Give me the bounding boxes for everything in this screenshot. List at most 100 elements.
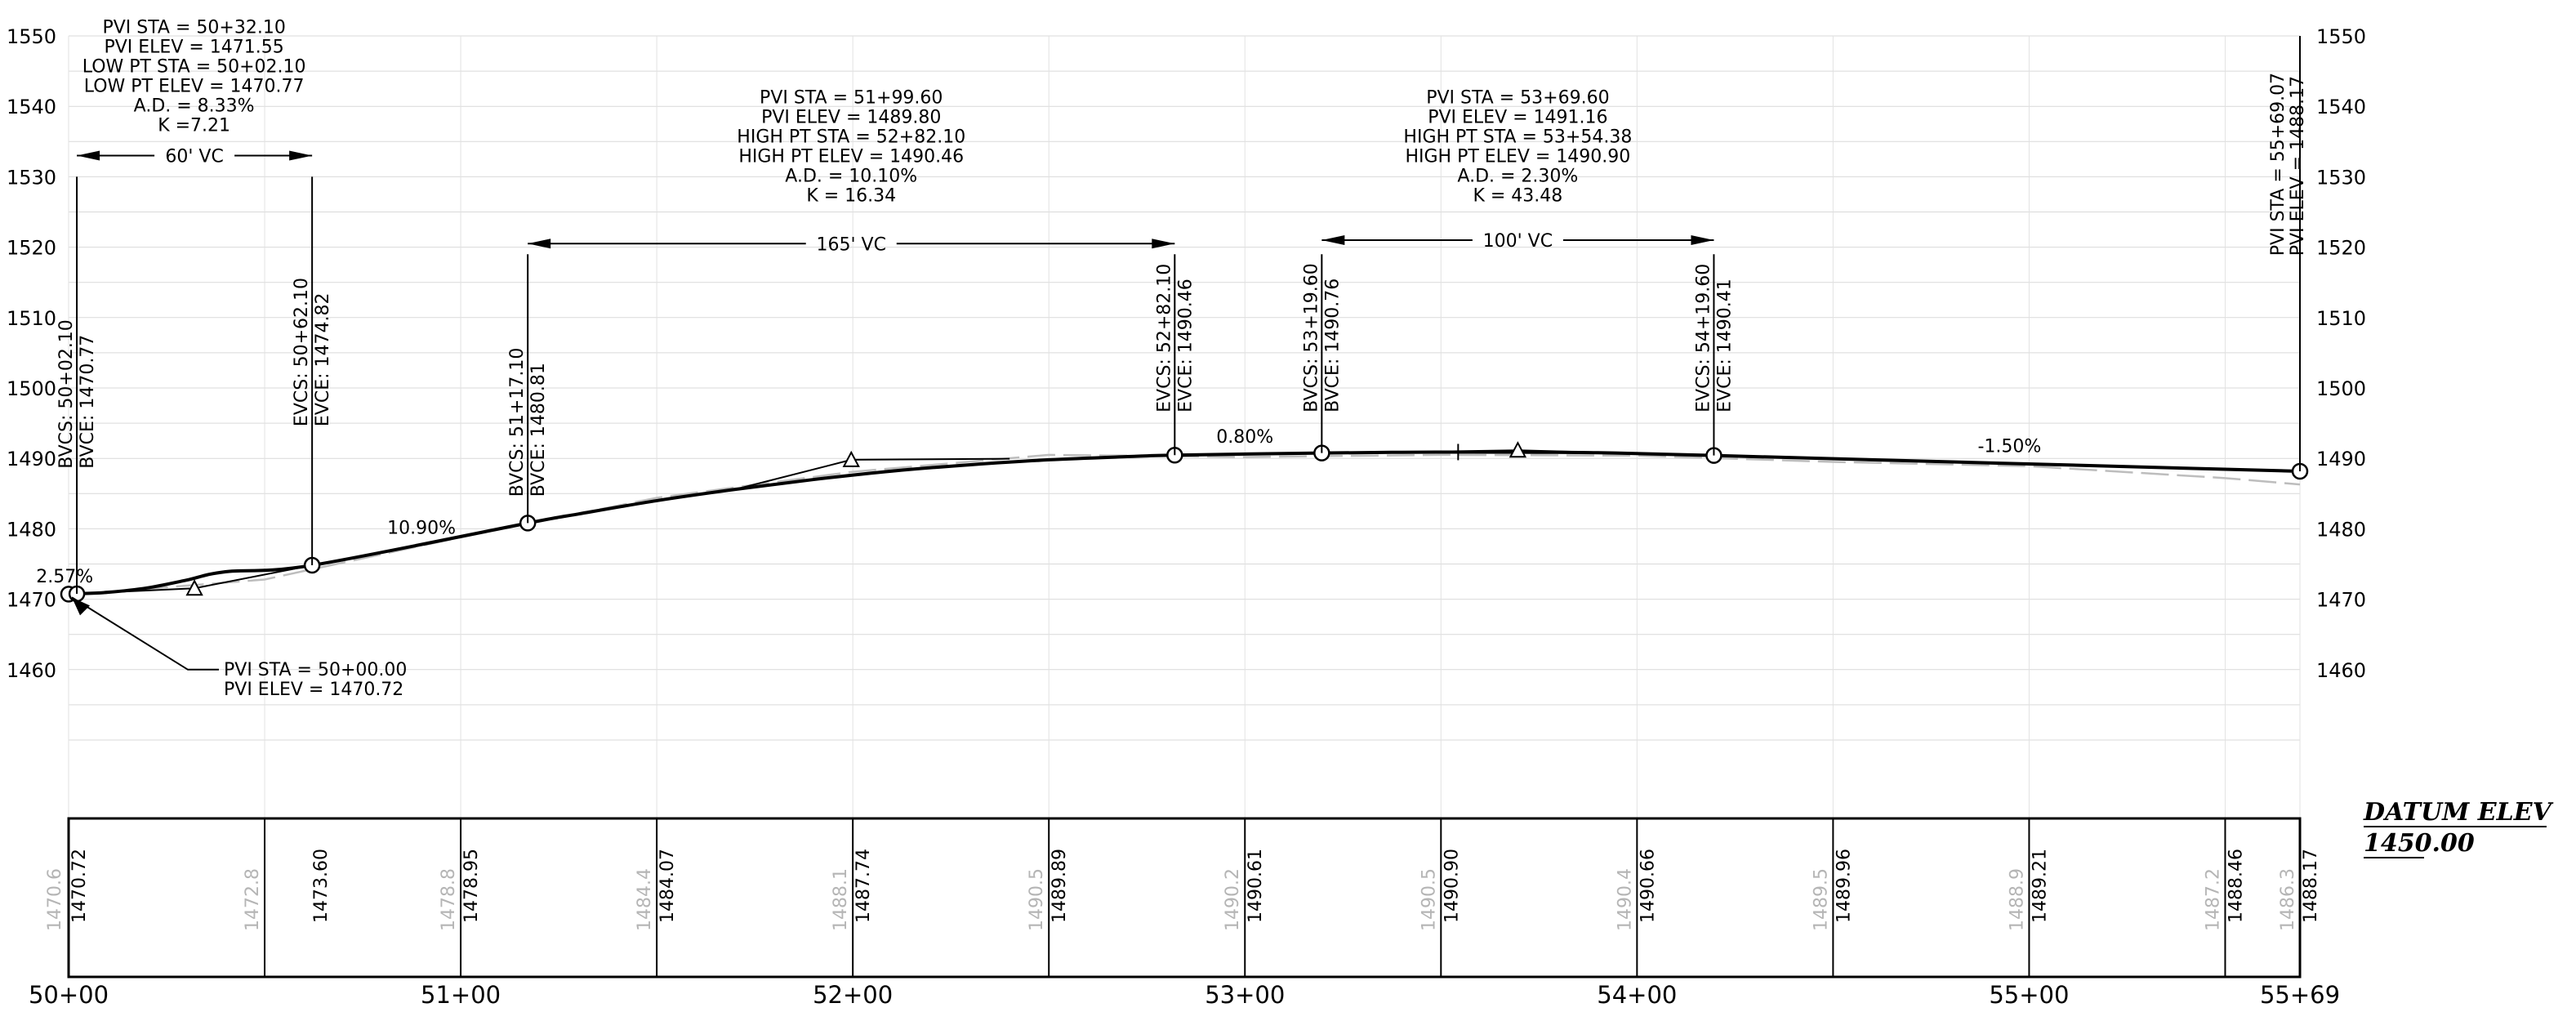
y-tick-label-right: 1490 [2316,448,2366,470]
y-tick-label-left: 1520 [7,237,56,260]
station-label: 50+00 [29,981,109,1009]
y-tick-label-left: 1480 [7,518,56,541]
elevation-band-frame [67,817,2302,979]
curve-point-label: EVCS: 50+62.10 [292,278,312,426]
y-tick-label-right: 1550 [2316,25,2366,48]
y-tick-label-left: 1470 [7,589,56,612]
pvi-triangle-marker [1509,441,1527,458]
band-proposed-elev: 1488.46 [2226,849,2246,923]
end-callout-line: PVI STA = 55+69.07 [2268,73,2289,256]
band-proposed-elev: 1490.66 [1638,849,1658,923]
band-existing-elev: 1490.4 [1615,868,1635,931]
band-proposed-elev: 1470.72 [69,849,90,923]
vc-length-label: 100' VC [1483,231,1553,252]
y-tick-label-left: 1530 [7,166,56,189]
band-existing-elev: 1484.4 [635,868,655,931]
y-tick-label-right: 1470 [2316,589,2366,612]
grade-label: -1.50% [1977,436,2041,457]
vc-length-label: 60' VC [165,147,223,167]
band-existing-elev: 1488.1 [831,868,851,931]
vc-arrowhead [1691,234,1714,245]
vc-arrowhead [289,150,313,161]
pvi-note-line: K = 43.48 [1473,186,1562,207]
datum-label: DATUM ELEV [2363,798,2554,827]
pvi-note-line: LOW PT ELEV = 1470.77 [84,76,305,96]
y-tick-label-right: 1540 [2316,96,2366,118]
band-proposed-elev: 1489.96 [1834,849,1854,923]
band-existing-elev: 1488.9 [2007,868,2027,931]
y-tick-label-left: 1460 [7,659,56,682]
station-label: 54+00 [1597,981,1677,1009]
pvi-note-line: PVI STA = 51+99.60 [760,88,943,109]
y-tick-label-right: 1480 [2316,518,2366,541]
curve-point-label: EVCS: 54+19.60 [1693,264,1714,412]
band-proposed-elev: 1487.74 [853,849,874,923]
pvi-note-line: K =7.21 [158,115,230,136]
pvi-note-line: A.D. = 8.33% [134,96,255,116]
curve-point-label: BVCE: 1480.81 [528,363,549,497]
elevation-band-layer: 1470.6 1470.72 1472.8 1473.60 1478.8 1478.95 1… [45,798,2554,979]
grade-label: 2.57% [36,567,93,587]
y-tick-label-right: 1530 [2316,166,2366,189]
y-tick-label-left: 1540 [7,96,56,118]
pvi-triangle-marker [185,579,203,596]
curve-point-label: EVCS: 52+82.10 [1154,264,1174,412]
band-existing-elev: 1490.5 [1419,868,1439,931]
pvi-note-line: HIGH PT STA = 53+54.38 [1403,127,1632,148]
pvi-note-line: PVI STA = 50+32.10 [102,17,285,38]
band-proposed-elev: 1478.95 [461,849,482,923]
pvi-note-line: A.D. = 10.10% [785,167,917,187]
station-label: 52+00 [813,981,893,1009]
curve-point-label: BVCS: 50+02.10 [56,319,77,469]
band-proposed-elev: 1490.90 [1442,849,1462,923]
band-existing-elev: 1489.5 [1811,868,1831,931]
grade-label: 0.80% [1216,427,1273,448]
band-existing-elev: 1472.8 [243,868,263,931]
start-callout-leader [71,596,219,671]
band-proposed-elev: 1489.21 [2030,849,2050,923]
vc-arrowhead [1321,234,1345,245]
pvi-triangle-marker [842,450,860,467]
band-existing-elev: 1490.5 [1027,868,1047,931]
pvi-note-line: HIGH PT ELEV = 1490.90 [1405,147,1630,167]
pvi-note-line: A.D. = 2.30% [1457,167,1578,187]
band-proposed-elev: 1488.17 [2301,849,2321,923]
curve-point-label: BVCE: 1470.77 [78,335,98,469]
annotation-layer: BVCS: 50+02.10 BVCE: 1470.77 EVCS: 50+62.1… [36,17,2308,699]
pvi-note-line: K = 16.34 [806,186,896,207]
y-tick-label-left: 1490 [7,448,56,470]
y-tick-label-right: 1520 [2316,237,2366,260]
pvi-note-line: PVI STA = 53+69.60 [1426,88,1609,109]
pvi-note-line: LOW PT STA = 50+02.10 [82,56,306,77]
grid-layer [68,35,2301,818]
y-tick-label-right: 1500 [2316,377,2366,400]
band-existing-elev: 1478.8 [439,868,459,931]
datum-value: 1450.00 [2364,829,2475,858]
y-tick-label-right: 1510 [2316,307,2366,330]
curve-point-label: BVCS: 53+19.60 [1301,263,1321,412]
band-proposed-elev: 1490.61 [1246,849,1266,923]
band-existing-elev: 1490.2 [1223,868,1243,931]
grade-label: 10.90% [387,518,456,538]
band-existing-elev: 1487.2 [2203,868,2223,931]
pvi-note-line: HIGH PT ELEV = 1490.46 [738,147,964,167]
y-tick-label-left: 1510 [7,307,56,330]
end-callout-line: PVI ELEV = 1488.17 [2288,76,2308,256]
vc-length-label: 165' VC [817,234,886,255]
station-label: 53+00 [1205,981,1285,1009]
curve-point-label: EVCE: 1490.46 [1175,279,1196,412]
band-proposed-elev: 1484.07 [657,849,678,923]
y-tick-label-left: 1550 [7,25,56,48]
curve-point-label: EVCE: 1490.41 [1714,279,1735,412]
station-label: 51+00 [421,981,501,1009]
pvi-note-line: HIGH PT STA = 52+82.10 [737,127,965,148]
band-proposed-elev: 1473.60 [311,849,332,923]
curve-point-label: BVCS: 51+17.10 [507,348,528,497]
finished-grade-line [68,450,2301,596]
y-tick-label-left: 1500 [7,377,56,400]
station-label: 55+00 [1989,981,2069,1009]
pvi-note-line: PVI ELEV = 1491.16 [1428,108,1607,128]
band-existing-elev: 1486.3 [2278,868,2298,931]
curve-point-label: EVCE: 1474.82 [313,292,333,426]
